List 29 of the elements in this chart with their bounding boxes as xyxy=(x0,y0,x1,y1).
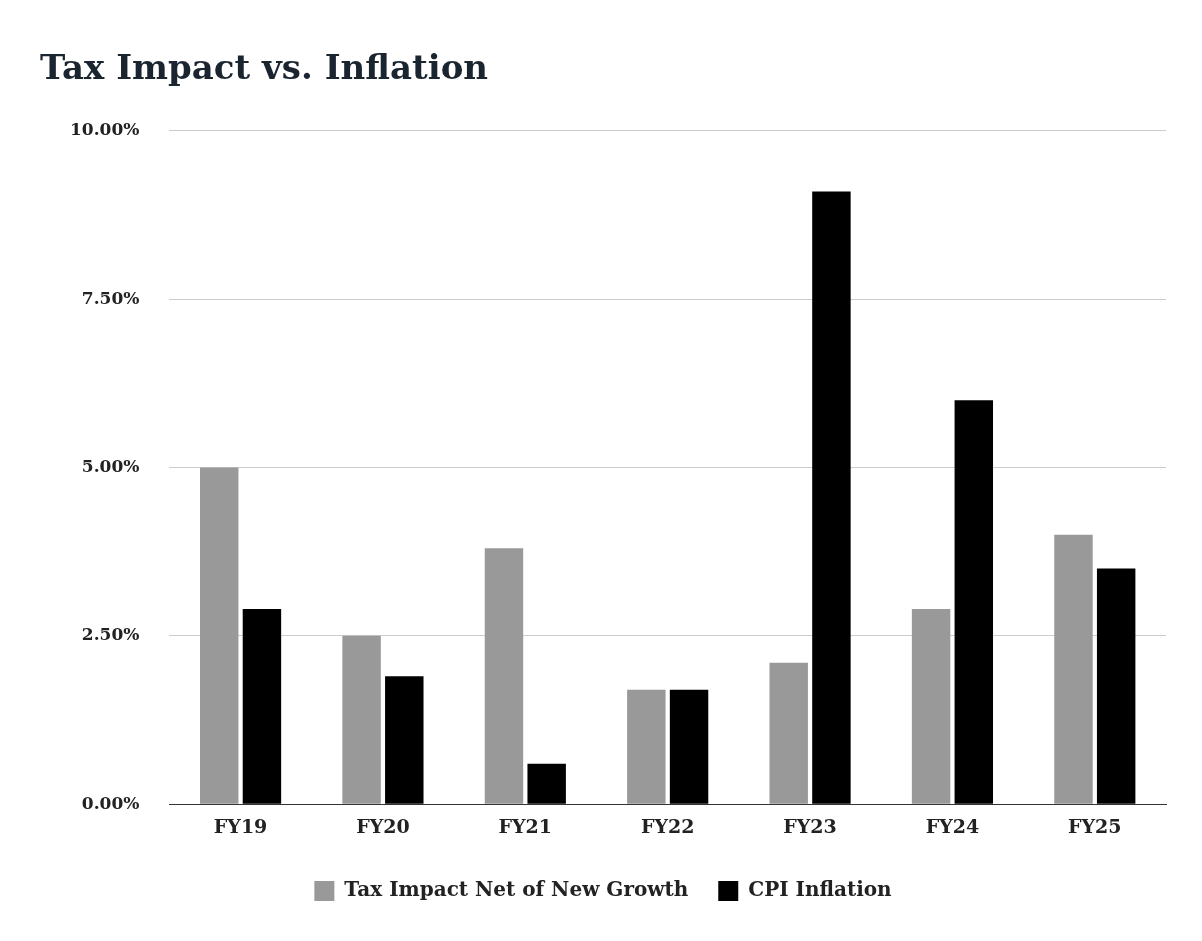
legend-label: CPI Inflation xyxy=(748,877,893,902)
y-tick-label: 0.00% xyxy=(81,792,140,813)
x-tick-label: FY25 xyxy=(1068,814,1122,837)
bar xyxy=(669,689,709,804)
bar xyxy=(242,608,282,804)
bar xyxy=(484,548,524,804)
bar xyxy=(200,467,239,804)
bar xyxy=(627,689,666,804)
bar xyxy=(954,400,994,804)
bar xyxy=(769,662,808,804)
bar xyxy=(527,763,566,804)
bar xyxy=(812,191,851,804)
chart-title: Tax Impact vs. Inflation xyxy=(40,47,489,88)
x-tick-label: FY24 xyxy=(925,814,980,837)
y-tick-label: 10.00% xyxy=(70,119,140,140)
bar xyxy=(1054,534,1093,804)
x-tick-label: FY22 xyxy=(640,814,695,837)
bar xyxy=(385,676,424,804)
y-tick-label: 5.00% xyxy=(81,455,140,476)
x-tick-label: FY23 xyxy=(783,814,837,837)
bar xyxy=(911,608,951,804)
bar xyxy=(1096,568,1136,804)
y-tick-label: 7.50% xyxy=(81,287,140,308)
x-tick-label: FY20 xyxy=(356,814,410,837)
bar xyxy=(342,635,381,804)
legend-label: Tax Impact Net of New Growth xyxy=(344,877,689,902)
x-tick-label: FY19 xyxy=(213,814,268,837)
y-tick-label: 2.50% xyxy=(81,624,140,645)
x-tick-label: FY21 xyxy=(498,814,553,837)
